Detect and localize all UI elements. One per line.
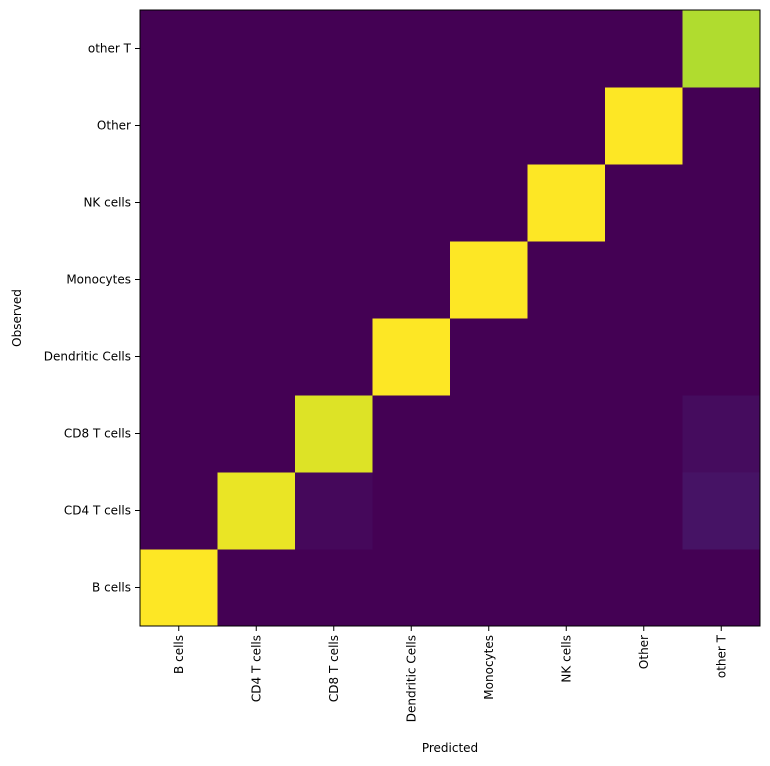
x-tick-label: Other xyxy=(637,635,651,669)
x-tick-label: Dendritic Cells xyxy=(404,635,418,722)
y-tick-label: Dendritic Cells xyxy=(44,350,131,364)
heatmap-cell xyxy=(295,472,373,550)
heatmap-cell xyxy=(295,10,373,88)
heatmap-cell xyxy=(527,472,606,550)
heatmap-cell xyxy=(450,472,528,550)
heatmap-cell xyxy=(605,472,683,550)
heatmap-cell xyxy=(140,164,218,242)
heatmap-cell xyxy=(605,10,683,88)
heatmap-cell xyxy=(450,318,528,396)
heatmap-cell xyxy=(372,472,451,550)
heatmap-cell xyxy=(372,395,451,473)
heatmap-cell xyxy=(605,318,683,396)
x-axis-label: Predicted xyxy=(422,741,478,755)
heatmap-cell xyxy=(605,395,683,473)
heatmap-cell xyxy=(682,87,761,165)
heatmap-cell xyxy=(140,318,218,396)
y-tick-label: NK cells xyxy=(83,196,131,210)
heatmap-cell xyxy=(605,164,683,242)
heatmap-cell xyxy=(527,10,606,88)
heatmap-cell xyxy=(450,87,528,165)
y-tick-label: B cells xyxy=(92,581,131,595)
x-tick-label: B cells xyxy=(172,635,186,674)
heatmap-cell xyxy=(372,318,451,396)
y-axis-label: Observed xyxy=(10,289,24,347)
heatmap-cell xyxy=(217,395,296,473)
heatmap-cell xyxy=(605,241,683,319)
heatmap-cell xyxy=(295,87,373,165)
heatmap-cells xyxy=(140,10,761,627)
heatmap-cell xyxy=(217,164,296,242)
heatmap-cell xyxy=(605,87,683,165)
y-tick-label: Other xyxy=(97,119,131,133)
heatmap-cell xyxy=(527,241,606,319)
heatmap-cell xyxy=(372,164,451,242)
y-tick-label: other T xyxy=(88,42,132,56)
x-tick-label: Monocytes xyxy=(482,635,496,700)
x-axis-ticks: B cells CD4 T cells CD8 T cells Dendritic C… xyxy=(172,626,728,722)
y-tick-label: Monocytes xyxy=(66,273,131,287)
heatmap-cell xyxy=(682,472,761,550)
heatmap-cell xyxy=(527,318,606,396)
heatmap-cell xyxy=(682,10,761,88)
heatmap-cell xyxy=(295,164,373,242)
heatmap-cell xyxy=(372,241,451,319)
heatmap-cell xyxy=(140,395,218,473)
heatmap-cell xyxy=(527,395,606,473)
heatmap-cell xyxy=(527,87,606,165)
heatmap-cell xyxy=(450,10,528,88)
heatmap-cell xyxy=(140,241,218,319)
heatmap-cell xyxy=(682,318,761,396)
heatmap-cell xyxy=(682,395,761,473)
heatmap-cell xyxy=(217,549,296,627)
heatmap-cell xyxy=(295,241,373,319)
heatmap-cell xyxy=(527,164,606,242)
heatmap-cell xyxy=(295,318,373,396)
heatmap-cell xyxy=(682,164,761,242)
y-axis-ticks: B cells CD4 T cells CD8 T cells Dendritic C… xyxy=(44,42,140,595)
heatmap-cell xyxy=(450,549,528,627)
heatmap-cell xyxy=(217,241,296,319)
heatmap-cell xyxy=(217,318,296,396)
heatmap-cell xyxy=(140,10,218,88)
heatmap-cell xyxy=(372,549,451,627)
heatmap-cell xyxy=(450,241,528,319)
heatmap-cell xyxy=(372,87,451,165)
heatmap-cell xyxy=(295,549,373,627)
heatmap-cell xyxy=(682,549,761,627)
x-tick-label: CD8 T cells xyxy=(327,635,341,702)
heatmap-cell xyxy=(450,164,528,242)
heatmap-cell xyxy=(217,10,296,88)
heatmap-cell xyxy=(527,549,606,627)
heatmap-cell xyxy=(682,241,761,319)
heatmap-cell xyxy=(140,87,218,165)
heatmap-cell xyxy=(217,87,296,165)
heatmap-cell xyxy=(140,549,218,627)
plot-frame xyxy=(139,9,761,627)
x-tick-label: NK cells xyxy=(559,635,573,683)
y-tick-label: CD8 T cells xyxy=(64,427,131,441)
heatmap-cell xyxy=(372,10,451,88)
heatmap-cell xyxy=(450,395,528,473)
x-tick-label: other T xyxy=(714,634,728,678)
heatmap-cell xyxy=(605,549,683,627)
heatmap-cell xyxy=(140,472,218,550)
heatmap-cell xyxy=(295,395,373,473)
x-tick-label: CD4 T cells xyxy=(249,635,263,702)
y-tick-label: CD4 T cells xyxy=(64,504,131,518)
heatmap-cell xyxy=(217,472,296,550)
